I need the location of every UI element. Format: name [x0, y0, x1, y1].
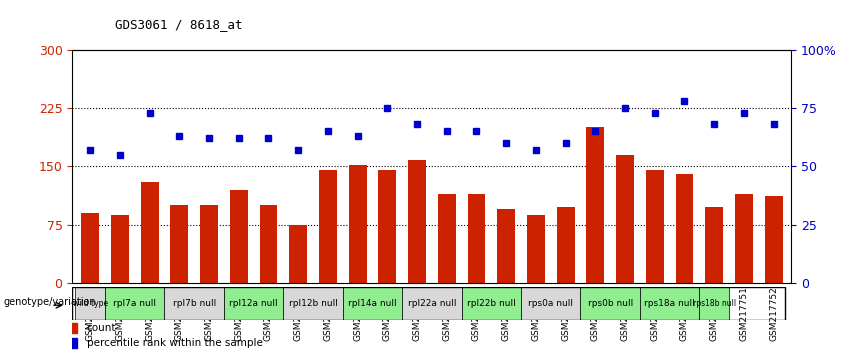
Bar — [580, 287, 640, 320]
Bar — [105, 287, 164, 320]
Bar — [224, 287, 283, 320]
Text: wild type: wild type — [72, 299, 108, 308]
Bar — [461, 287, 521, 320]
Text: rps0b null: rps0b null — [587, 299, 633, 308]
Bar — [379, 170, 397, 283]
Text: count: count — [87, 323, 117, 333]
Bar — [75, 287, 105, 320]
Bar — [586, 127, 604, 283]
Bar — [521, 287, 580, 320]
Bar — [408, 160, 426, 283]
Bar — [640, 287, 700, 320]
Bar — [467, 194, 485, 283]
Text: rpl7b null: rpl7b null — [173, 299, 216, 308]
Text: GDS3061 / 8618_at: GDS3061 / 8618_at — [115, 18, 243, 31]
Text: rpl12a null: rpl12a null — [229, 299, 278, 308]
Text: rpl12b null: rpl12b null — [288, 299, 338, 308]
Bar — [319, 170, 337, 283]
Text: rps0a null: rps0a null — [528, 299, 574, 308]
Bar — [437, 194, 455, 283]
Text: genotype/variation: genotype/variation — [3, 297, 96, 307]
Text: rps18b null: rps18b null — [693, 299, 736, 308]
Bar — [735, 194, 753, 283]
Bar — [283, 287, 343, 320]
Text: rps18a null: rps18a null — [644, 299, 695, 308]
Bar — [289, 225, 307, 283]
Bar — [527, 215, 545, 283]
Text: rpl7a null: rpl7a null — [113, 299, 157, 308]
Bar — [616, 155, 634, 283]
Bar — [111, 215, 129, 283]
Bar — [497, 209, 515, 283]
Bar — [403, 287, 461, 320]
Bar — [140, 182, 158, 283]
Bar — [81, 213, 99, 283]
Bar — [700, 287, 729, 320]
Bar — [557, 207, 574, 283]
Bar — [646, 170, 664, 283]
Bar — [765, 196, 783, 283]
Text: rpl22b null: rpl22b null — [467, 299, 516, 308]
Text: rpl14a null: rpl14a null — [348, 299, 397, 308]
Text: percentile rank within the sample: percentile rank within the sample — [87, 338, 263, 348]
Bar — [260, 205, 277, 283]
Bar — [676, 174, 694, 283]
Bar — [705, 207, 723, 283]
Text: rpl22a null: rpl22a null — [408, 299, 456, 308]
Bar — [200, 205, 218, 283]
Bar — [164, 287, 224, 320]
Bar — [349, 165, 367, 283]
Bar — [343, 287, 403, 320]
Bar — [170, 205, 188, 283]
Bar — [230, 190, 248, 283]
